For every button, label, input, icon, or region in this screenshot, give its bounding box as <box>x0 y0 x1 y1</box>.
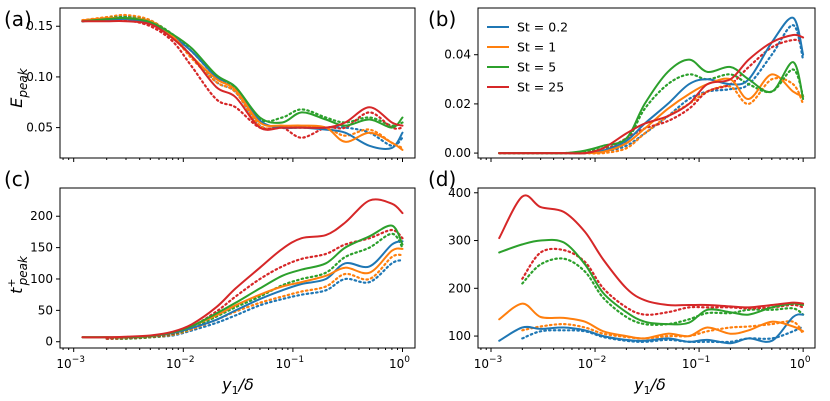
y-tick-label: 0.04 <box>444 48 471 62</box>
series-line-st-5-dotted <box>81 15 404 127</box>
ylabel-a-main: E <box>7 97 26 108</box>
plot-frame <box>477 7 816 159</box>
series-line-st-25-dotted <box>521 247 805 316</box>
y-tick-label: 0.05 <box>26 121 53 135</box>
panel-a: 0.05 0.10 0.15 <box>26 7 416 162</box>
xlabel-c-main: y <box>221 375 232 394</box>
panel-label-a: (a) <box>4 7 32 31</box>
x-tick-label: 100 <box>790 355 811 371</box>
ylabel-a-sub: peak <box>16 67 30 98</box>
series-line-st-1-solid <box>81 16 404 151</box>
xlabel-d-main: y <box>633 375 644 394</box>
ylabel-a: Epeak <box>7 67 30 107</box>
y-tick-label: 300 <box>448 234 471 248</box>
series-line-st-0-2-solid <box>81 17 404 150</box>
x-tick-label: 10−3 <box>56 355 85 371</box>
legend: St = 0.2 St = 1 St = 5 St = 25 <box>487 20 568 95</box>
series-line-st-1-dotted <box>105 253 404 340</box>
legend-label: St = 1 <box>517 40 556 55</box>
x-tick-label: 10−1 <box>276 355 305 371</box>
series-line-st-25-solid <box>498 194 805 309</box>
plot-frame <box>59 7 416 159</box>
x-tick-label: 10−2 <box>166 355 195 371</box>
ylabel-c: t+peak <box>5 255 30 294</box>
series-line-st-1-solid <box>498 302 805 340</box>
y-tick-label: 400 <box>448 186 471 200</box>
y-tick-label: 100 <box>448 329 471 343</box>
series-group <box>81 13 404 151</box>
x-tick-label: 10−3 <box>474 355 503 371</box>
xlabel-c-sub: 1 <box>232 384 239 397</box>
series-line-st-1-dotted <box>81 13 404 149</box>
y-tick-label: 150 <box>30 241 53 255</box>
series-line-st-25-solid <box>81 198 404 339</box>
legend-label: St = 5 <box>517 60 556 75</box>
series-group <box>81 198 404 340</box>
plot-frame <box>477 187 816 349</box>
series-line-st-25-dotted <box>105 228 404 340</box>
y-tick-label: 0.00 <box>444 146 471 160</box>
panel-b: 0.00 0.02 0.04 <box>444 7 816 162</box>
x-tick-label: 10−1 <box>682 355 711 371</box>
plot-frame <box>59 187 416 349</box>
panel-label-b: (b) <box>428 7 456 31</box>
series-group <box>498 194 805 345</box>
series-line-st-0-2-dotted <box>81 14 404 147</box>
legend-label: St = 25 <box>517 80 564 95</box>
panel-label-d: (d) <box>428 167 456 191</box>
x-tick-label: 100 <box>389 355 410 371</box>
x-tick-label: 10−2 <box>578 355 607 371</box>
y-tick-label: 0.15 <box>26 19 53 33</box>
series-group <box>498 16 805 155</box>
xlabel-d-sub: 1 <box>644 384 651 397</box>
series-line-st-5-dotted <box>521 257 805 326</box>
y-tick-label: 0 <box>45 335 53 349</box>
series-line-st-0-2-solid <box>81 240 404 339</box>
y-tick-label: 100 <box>30 272 53 286</box>
series-line-st-1-solid <box>81 247 404 339</box>
xlabel-d-rest: /δ <box>649 375 666 394</box>
y-tick-label: 0.10 <box>26 70 53 84</box>
series-line-st-1-dotted <box>521 320 805 340</box>
series-line-st-0-2-solid <box>498 313 805 345</box>
legend-label: St = 0.2 <box>517 20 568 35</box>
y-tick-label: 50 <box>38 303 53 317</box>
xlabel-c-rest: /δ <box>237 375 254 394</box>
panel-d: 100 200 300 400 10−3 10−2 10−1 100 <box>448 186 816 371</box>
y-tick-label: 200 <box>448 281 471 295</box>
panel-label-c: (c) <box>4 167 31 191</box>
ylabel-c-sub: peak <box>16 255 30 286</box>
series-line-st-5-dotted <box>105 232 404 340</box>
y-tick-label: 0.02 <box>444 97 471 111</box>
series-line-st-5-solid <box>498 238 805 326</box>
ylabel-c-main: t <box>7 287 26 294</box>
series-line-st-25-solid <box>81 19 404 131</box>
series-line-st-5-solid <box>81 16 404 129</box>
series-line-st-25-solid <box>498 33 805 155</box>
ylabel-c-sup: + <box>5 278 18 287</box>
series-line-st-25-dotted <box>81 18 404 139</box>
y-tick-label: 200 <box>30 209 53 223</box>
xlabel-d: y1/δ <box>633 375 666 397</box>
series-line-st-0-2-dotted <box>521 325 805 344</box>
xlabel-c: y1/δ <box>221 375 254 397</box>
panel-c: 0 50 100 150 200 10−3 10−2 10−1 100 <box>30 187 416 371</box>
